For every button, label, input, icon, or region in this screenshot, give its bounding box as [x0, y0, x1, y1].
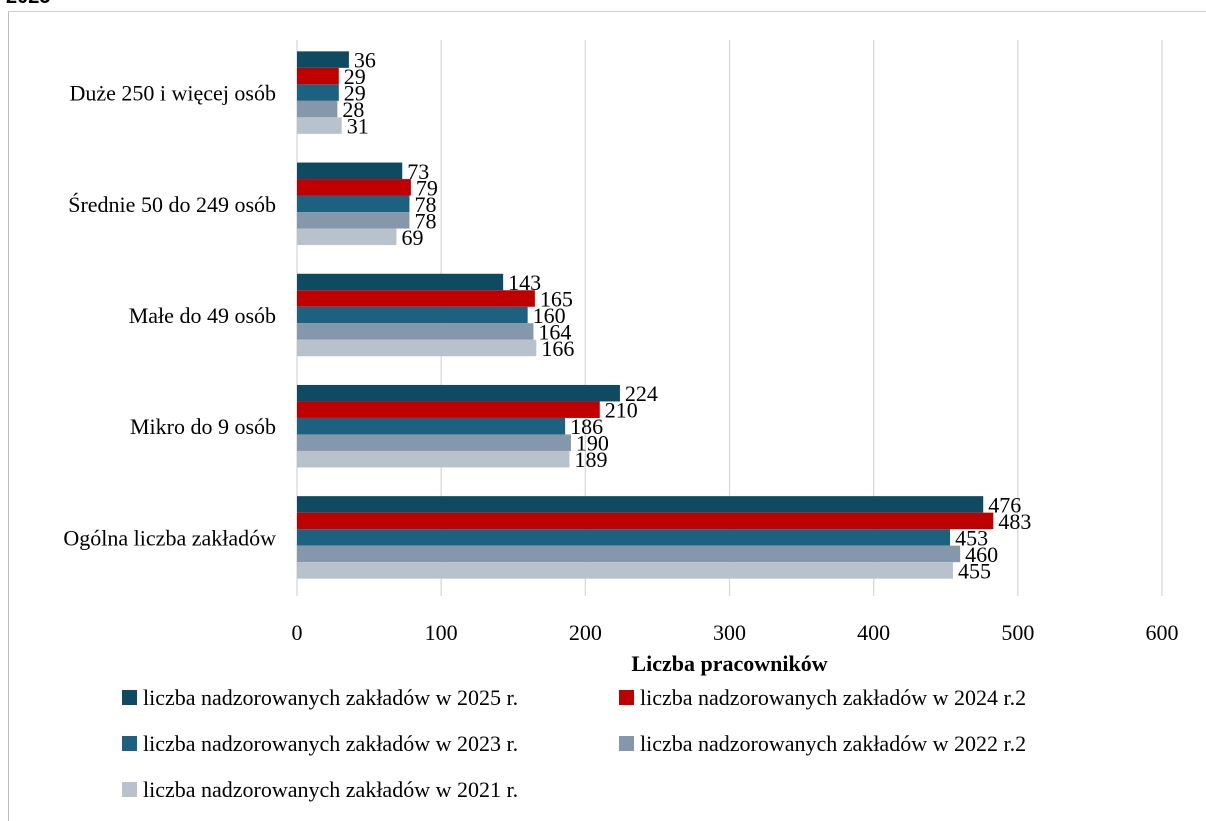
bar: [297, 434, 571, 451]
chart-frame: [8, 11, 1206, 821]
legend-label: liczba nadzorowanych zakładów w 2021 r.: [143, 777, 518, 802]
x-axis-title: Liczba pracowników: [631, 651, 827, 676]
bar: [297, 450, 570, 468]
bar: [297, 84, 339, 101]
data-label: 460: [965, 542, 998, 567]
data-label: 143: [508, 270, 541, 295]
data-label: 190: [576, 431, 609, 456]
chart-title-fragment: 2025: [6, 0, 51, 9]
legend-label: liczba nadzorowanych zakładów w 2024 r.2: [640, 685, 1026, 710]
bar: [297, 545, 961, 563]
bar: [297, 117, 342, 134]
data-label: 29: [344, 81, 366, 106]
category-labels: Duże 250 i więcej osób Średnie 50 do 249 …: [63, 81, 276, 551]
bar: [297, 273, 504, 291]
data-label: 73: [407, 159, 429, 184]
bar: [297, 212, 410, 229]
x-tick-label: 0: [292, 620, 303, 645]
data-label: 455: [958, 558, 991, 583]
bar: [297, 228, 397, 246]
legend-swatch: [619, 736, 634, 751]
legend-swatch: [619, 690, 634, 705]
category-label: Ogólna liczba zakładów: [63, 525, 276, 550]
data-label: 78: [414, 208, 436, 233]
data-label: 164: [538, 320, 571, 345]
bar: [297, 290, 535, 307]
category-label: Małe do 49 osób: [129, 303, 276, 328]
data-label: 31: [347, 114, 369, 139]
bars: [297, 51, 994, 579]
bar: [297, 100, 338, 118]
bar: [297, 51, 349, 68]
category-label: Duże 250 i więcej osób: [70, 81, 277, 106]
x-tick-label: 100: [425, 620, 458, 645]
data-label: 476: [988, 492, 1021, 517]
data-label: 36: [354, 48, 376, 73]
legend: liczba nadzorowanych zakładów w 2025 r. l…: [122, 685, 1026, 802]
bar: [297, 339, 537, 357]
category-label: Mikro do 9 osób: [130, 414, 276, 439]
bar: [297, 496, 984, 513]
data-labels: 3629292831737978786914316516016416622421…: [342, 48, 1031, 584]
legend-swatch: [122, 782, 137, 797]
x-tick-labels: 0 100 200 300 400 500 600: [292, 620, 1179, 645]
x-tick-label: 200: [569, 620, 602, 645]
bar: [297, 384, 620, 402]
data-label: 29: [344, 64, 366, 89]
legend-label: liczba nadzorowanych zakładów w 2022 r.2: [640, 731, 1026, 756]
data-label: 28: [342, 97, 364, 122]
bar: [297, 417, 566, 435]
data-label: 210: [605, 398, 638, 423]
bar: [297, 401, 600, 418]
x-tick-label: 400: [857, 620, 890, 645]
bar: [297, 512, 994, 530]
data-label: 166: [541, 336, 574, 361]
bar: [297, 67, 339, 85]
bar: [297, 323, 534, 340]
x-tick-label: 600: [1146, 620, 1179, 645]
bar: [297, 195, 410, 213]
legend-label: liczba nadzorowanych zakładów w 2025 r.: [143, 685, 518, 710]
bar: [297, 162, 403, 180]
bar: [297, 306, 528, 324]
bar: [297, 529, 951, 546]
data-label: 79: [416, 175, 438, 200]
bar: [297, 179, 411, 196]
legend-swatch: [122, 690, 137, 705]
bar: [297, 562, 953, 579]
data-label: 189: [574, 447, 607, 472]
data-label: 453: [955, 525, 988, 550]
data-label: 78: [414, 192, 436, 217]
data-label: 483: [998, 509, 1031, 534]
category-label: Średnie 50 do 249 osób: [68, 192, 276, 217]
data-label: 186: [570, 414, 603, 439]
x-tick-label: 500: [1001, 620, 1034, 645]
x-tick-label: 300: [713, 620, 746, 645]
data-label: 165: [540, 287, 573, 312]
data-label: 160: [533, 303, 566, 328]
data-label: 69: [401, 225, 423, 250]
legend-label: liczba nadzorowanych zakładów w 2023 r.: [143, 731, 518, 756]
legend-swatch: [122, 736, 137, 751]
data-label: 224: [625, 381, 658, 406]
